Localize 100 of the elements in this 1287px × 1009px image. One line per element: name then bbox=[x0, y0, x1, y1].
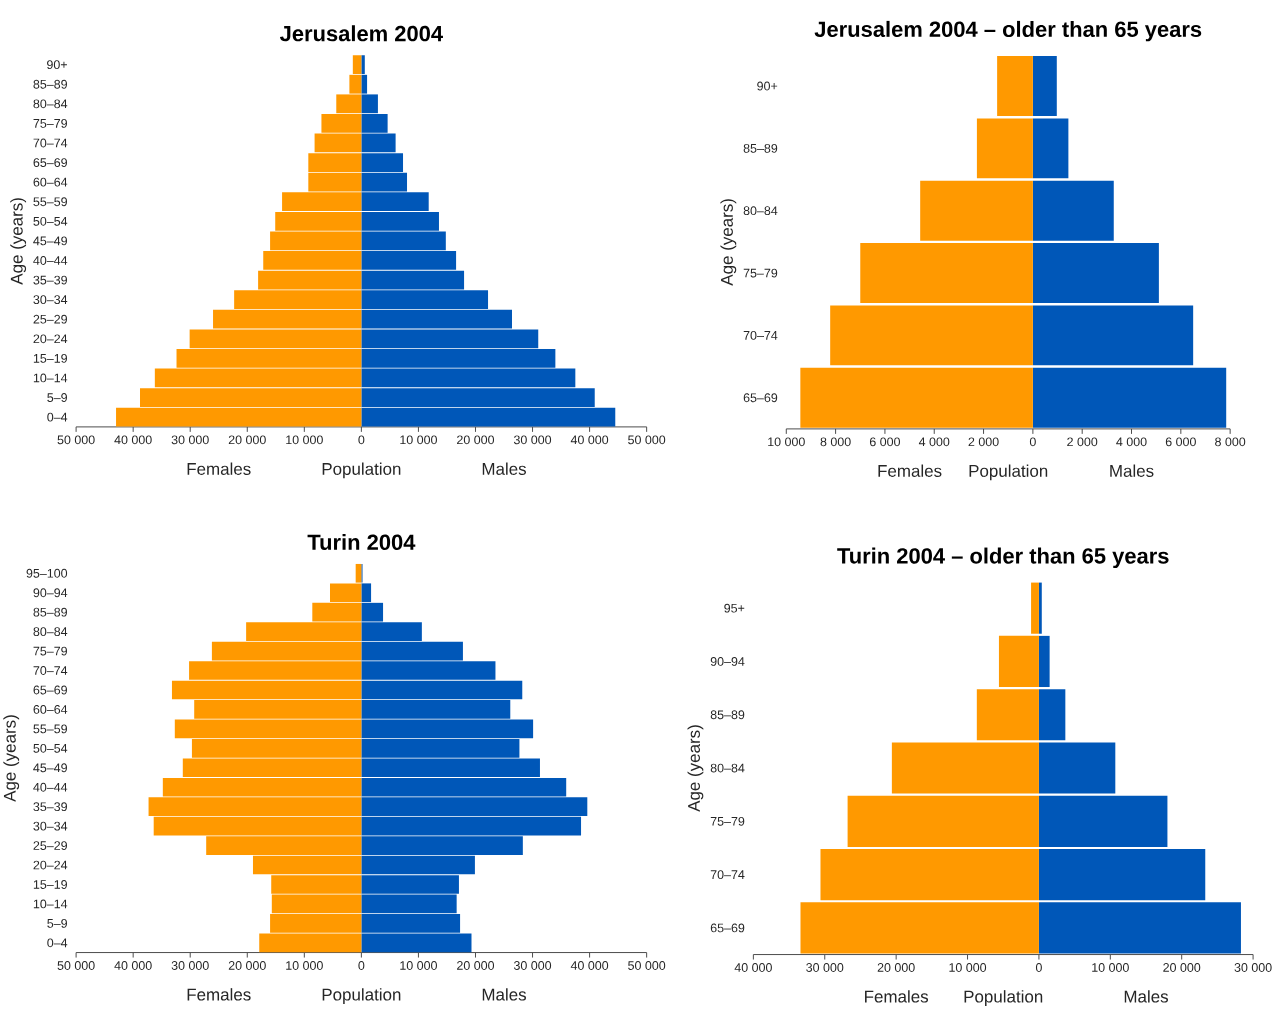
x-tick-label: 20 000 bbox=[457, 960, 495, 970]
x-tick-label: 2 000 bbox=[1067, 437, 1098, 447]
x-tick-label: 6 000 bbox=[1165, 437, 1196, 447]
bar bbox=[891, 742, 1039, 794]
x-axis-title: Population bbox=[969, 464, 1048, 481]
y-tick-label: 40–44 bbox=[33, 782, 68, 792]
x-tick-label: 10 000 bbox=[286, 960, 323, 970]
x-tick-label: 10 000 bbox=[768, 437, 805, 447]
x-tick-label: 50 000 bbox=[57, 960, 95, 970]
y-tick-label: 50–54 bbox=[33, 216, 68, 226]
x-tick-label: 40 000 bbox=[570, 960, 609, 970]
y-tick-label: 0–4 bbox=[47, 412, 68, 422]
x-tick-label: 10 000 bbox=[1092, 962, 1129, 972]
y-tick-label: 30–34 bbox=[33, 295, 68, 304]
bar bbox=[1038, 902, 1241, 954]
bar bbox=[976, 118, 1033, 179]
text: Males bbox=[482, 987, 527, 1001]
y-tick-label: 35–39 bbox=[33, 275, 67, 285]
text: Males bbox=[1124, 989, 1169, 1003]
x-tick-label: 30 000 bbox=[1234, 962, 1272, 972]
y-tick-label: 20–24 bbox=[33, 334, 68, 343]
x-tick-label: 20 000 bbox=[457, 435, 495, 445]
y-tick-label: 20–24 bbox=[33, 860, 68, 870]
y-axis-title: Age (years) bbox=[687, 725, 704, 812]
x-tick-label: 2 000 bbox=[968, 437, 999, 447]
y-tick-label: 75–79 bbox=[743, 268, 778, 278]
y-tick-label: 30–34 bbox=[33, 821, 68, 831]
y-tick-label: 75–79 bbox=[710, 816, 745, 826]
text: Females bbox=[187, 462, 251, 475]
chart-title: Turin 2004 bbox=[307, 533, 416, 550]
x-tick-label: 4 000 bbox=[1116, 437, 1147, 447]
y-tick-label: 90–94 bbox=[710, 656, 745, 666]
text: Females bbox=[865, 989, 929, 1003]
bar bbox=[1038, 742, 1116, 794]
bar bbox=[976, 688, 1039, 741]
y-tick-label: 70–74 bbox=[743, 330, 778, 340]
x-tick-label: 0 bbox=[358, 435, 365, 445]
y-tick-label: 0–4 bbox=[47, 938, 68, 948]
bar bbox=[1032, 242, 1159, 303]
chart-title: Jerusalem 2004 – older than 65 years bbox=[814, 20, 1202, 42]
x-tick-label: 30 000 bbox=[171, 435, 209, 445]
bar bbox=[820, 848, 1039, 900]
y-tick-label: 75–79 bbox=[33, 646, 67, 656]
x-tick-label: 10 000 bbox=[286, 435, 323, 445]
x-tick-label: 30 000 bbox=[806, 962, 844, 972]
x-tick-label: 50 000 bbox=[628, 960, 666, 970]
x-tick-label: 50 000 bbox=[628, 435, 666, 445]
y-tick-label: 35–39 bbox=[33, 802, 67, 811]
y-axis-title: Age (years) bbox=[3, 715, 20, 802]
x-tick-label: 40 000 bbox=[570, 435, 609, 445]
y-tick-label: 5–9 bbox=[47, 918, 67, 928]
y-tick-label: 85–89 bbox=[743, 143, 778, 153]
x-tick-label: 50 000 bbox=[57, 435, 95, 445]
y-tick-label: 70–74 bbox=[33, 138, 68, 148]
y-tick-label: 40–44 bbox=[33, 255, 68, 265]
chart-title: Turin 2004 – older than 65 years bbox=[837, 547, 1169, 568]
y-tick-label: 65–69 bbox=[33, 685, 67, 695]
x-tick-label: 40 000 bbox=[114, 435, 152, 445]
x-tick-label: 40 000 bbox=[734, 962, 772, 972]
y-tick-label: 90–94 bbox=[33, 588, 68, 597]
y-tick-label: 65–69 bbox=[710, 923, 745, 933]
y-tick-label: 65–69 bbox=[743, 393, 778, 402]
bar bbox=[1038, 635, 1050, 687]
x-tick-label: 4 000 bbox=[918, 437, 950, 447]
bar bbox=[998, 635, 1039, 687]
y-tick-label: 85–89 bbox=[33, 79, 67, 89]
y-tick-label: 10–14 bbox=[33, 899, 68, 909]
x-tick-label: 8 000 bbox=[1215, 437, 1246, 447]
y-tick-label: 15–19 bbox=[33, 353, 67, 363]
y-tick-label: 80–84 bbox=[33, 627, 68, 636]
bar bbox=[800, 367, 1033, 428]
bar bbox=[997, 55, 1033, 116]
x-tick-label: 8 000 bbox=[820, 437, 851, 447]
x-tick-label: 30 000 bbox=[171, 960, 209, 970]
y-tick-label: 70–74 bbox=[710, 870, 745, 879]
x-tick-label: 40 000 bbox=[114, 960, 152, 970]
x-tick-label: 0 bbox=[358, 960, 365, 970]
x-tick-label: 30 000 bbox=[513, 960, 552, 970]
y-tick-label: 50–54 bbox=[33, 743, 68, 753]
x-axis-title: Population bbox=[322, 987, 401, 1004]
chart-title: Jerusalem 2004 bbox=[279, 25, 443, 42]
x-tick-label: 20 000 bbox=[228, 960, 266, 970]
text: Males bbox=[1110, 464, 1154, 477]
x-axis-title: Population bbox=[964, 989, 1043, 1006]
x-tick-label: 0 bbox=[1029, 437, 1036, 447]
bar bbox=[1032, 367, 1227, 428]
y-tick-label: 65–69 bbox=[33, 157, 67, 167]
bar bbox=[1032, 305, 1194, 366]
y-axis-title: Age (years) bbox=[10, 197, 27, 285]
y-tick-label: 80–84 bbox=[743, 206, 778, 215]
bar bbox=[920, 180, 1033, 241]
y-tick-label: 45–49 bbox=[33, 763, 67, 772]
text: Females bbox=[187, 987, 251, 1001]
bar bbox=[1032, 180, 1114, 241]
bar bbox=[1032, 118, 1069, 179]
x-tick-label: 20 000 bbox=[1163, 962, 1201, 972]
y-tick-label: 55–59 bbox=[33, 724, 67, 734]
y-tick-label: 5–9 bbox=[47, 392, 67, 402]
y-tick-label: 85–89 bbox=[710, 710, 745, 719]
y-tick-label: 55–59 bbox=[33, 197, 67, 206]
